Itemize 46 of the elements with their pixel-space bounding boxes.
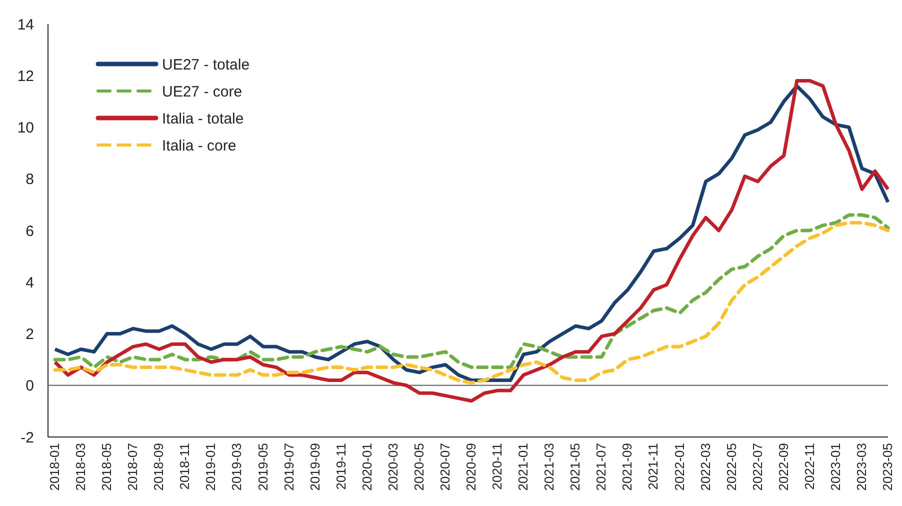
x-tick-label: 2018-03 — [73, 443, 88, 491]
x-tick-label: 2021-01 — [516, 443, 531, 491]
x-tick-label: 2018-09 — [151, 443, 166, 491]
y-tick-label: 12 — [17, 68, 34, 85]
x-tick-label: 2019-11 — [333, 443, 348, 490]
x-tick-label: 2020-03 — [385, 443, 400, 491]
y-tick-label: 2 — [26, 326, 34, 343]
legend-label: UE27 - totale — [162, 56, 250, 74]
y-tick-label: 10 — [17, 120, 34, 136]
x-tick-label: 2019-05 — [255, 443, 270, 491]
x-tick-label: 2020-11 — [490, 443, 505, 490]
x-tick-label: 2022-11 — [802, 443, 817, 490]
x-tick-label: 2018-11 — [177, 443, 192, 490]
x-tick-label: 2021-09 — [620, 443, 635, 491]
x-tick-label: 2021-11 — [646, 443, 661, 490]
x-tick-label: 2020-07 — [437, 443, 452, 491]
y-tick-label: 0 — [26, 378, 34, 395]
x-tick-label: 2020-09 — [464, 443, 478, 491]
x-tick-label: 2019-01 — [203, 443, 218, 491]
y-tick-label: -2 — [20, 429, 34, 446]
x-tick-label: 2020-01 — [359, 443, 374, 491]
legend-label: Italia - core — [162, 137, 236, 154]
x-tick-label: 2018-05 — [99, 443, 114, 491]
x-tick-label: 2018-01 — [47, 443, 62, 491]
x-tick-label: 2018-07 — [125, 443, 140, 491]
x-tick-label: 2023-01 — [828, 443, 843, 491]
x-tick-label: 2023-03 — [854, 443, 869, 491]
y-tick-label: 14 — [17, 16, 34, 34]
y-tick-label: 6 — [26, 222, 34, 240]
x-tick-label: 2019-03 — [229, 443, 244, 491]
x-tick-label: 2021-03 — [542, 443, 557, 491]
legend-label: UE27 - core — [162, 83, 242, 100]
x-tick-label: 2021-07 — [594, 443, 609, 491]
x-tick-label: 2019-07 — [281, 443, 296, 491]
legend-label: Italia - totale — [162, 110, 244, 128]
y-tick-label: 4 — [26, 274, 34, 292]
x-tick-label: 2021-05 — [568, 443, 583, 491]
x-tick-label: 2022-09 — [776, 443, 791, 491]
x-tick-label: 2023-05 — [880, 443, 895, 491]
x-tick-label: 2022-01 — [672, 443, 687, 491]
x-tick-label: 2019-09 — [307, 443, 322, 491]
x-tick-label: 2022-07 — [750, 443, 765, 491]
y-tick-label: 8 — [26, 171, 34, 188]
x-tick-label: 2020-05 — [411, 443, 426, 491]
x-tick-label: 2022-03 — [698, 443, 713, 491]
x-tick-label: 2022-05 — [724, 443, 739, 491]
